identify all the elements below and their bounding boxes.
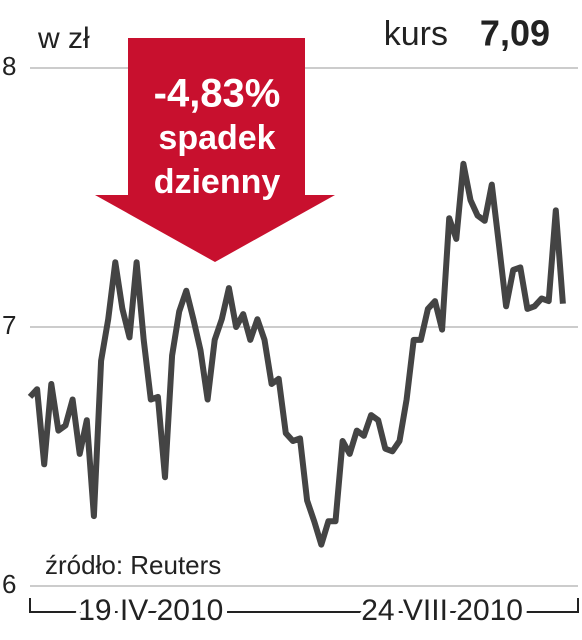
x-axis bbox=[29, 598, 579, 613]
price-caption: kurs bbox=[384, 15, 448, 53]
x-tick-label: 19 IV 2010 bbox=[78, 594, 223, 627]
arrow-text: dzienny bbox=[154, 163, 281, 201]
unit-label: w zł bbox=[37, 22, 90, 55]
price-line bbox=[27, 160, 566, 548]
arrow-text: -4,83% bbox=[154, 72, 281, 116]
drop-arrow bbox=[95, 38, 335, 262]
source: źródło: Reuters bbox=[45, 550, 221, 580]
y-tick-label: 7 bbox=[2, 310, 16, 340]
x-tick-label: 24 VIII 2010 bbox=[361, 594, 523, 627]
arrow-text: spadek bbox=[158, 119, 275, 157]
y-tick-label: 8 bbox=[2, 51, 16, 81]
y-tick-label: 6 bbox=[2, 569, 16, 599]
price-value: 7,09 bbox=[480, 13, 550, 54]
